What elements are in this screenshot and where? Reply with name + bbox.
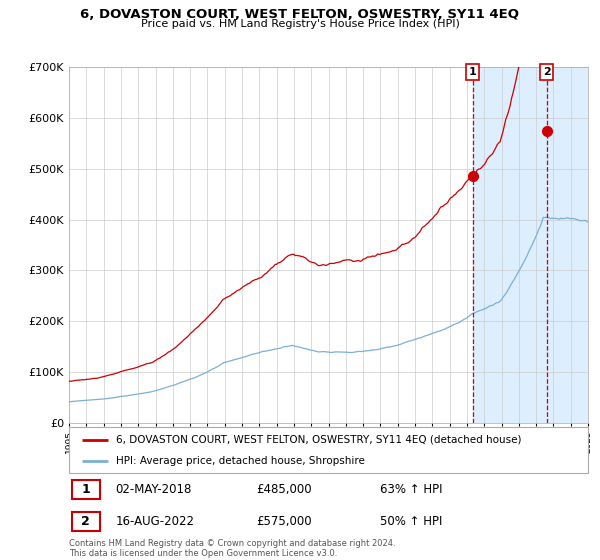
Text: 1: 1 <box>82 483 90 496</box>
FancyBboxPatch shape <box>71 512 100 531</box>
Text: 63% ↑ HPI: 63% ↑ HPI <box>380 483 443 496</box>
Text: 2: 2 <box>543 67 551 77</box>
FancyBboxPatch shape <box>69 427 588 473</box>
Text: HPI: Average price, detached house, Shropshire: HPI: Average price, detached house, Shro… <box>116 456 365 466</box>
Text: 50% ↑ HPI: 50% ↑ HPI <box>380 515 443 528</box>
Text: Contains HM Land Registry data © Crown copyright and database right 2024.
This d: Contains HM Land Registry data © Crown c… <box>69 539 395 558</box>
Text: 6, DOVASTON COURT, WEST FELTON, OSWESTRY, SY11 4EQ (detached house): 6, DOVASTON COURT, WEST FELTON, OSWESTRY… <box>116 435 521 445</box>
Bar <box>473 67 588 423</box>
Text: Price paid vs. HM Land Registry's House Price Index (HPI): Price paid vs. HM Land Registry's House … <box>140 19 460 29</box>
Text: 1: 1 <box>469 67 476 77</box>
FancyBboxPatch shape <box>71 480 100 499</box>
Text: £575,000: £575,000 <box>256 515 311 528</box>
Text: £485,000: £485,000 <box>256 483 311 496</box>
Text: 02-MAY-2018: 02-MAY-2018 <box>116 483 192 496</box>
Text: 2: 2 <box>82 515 90 528</box>
Text: 6, DOVASTON COURT, WEST FELTON, OSWESTRY, SY11 4EQ: 6, DOVASTON COURT, WEST FELTON, OSWESTRY… <box>80 8 520 21</box>
Text: 16-AUG-2022: 16-AUG-2022 <box>116 515 195 528</box>
